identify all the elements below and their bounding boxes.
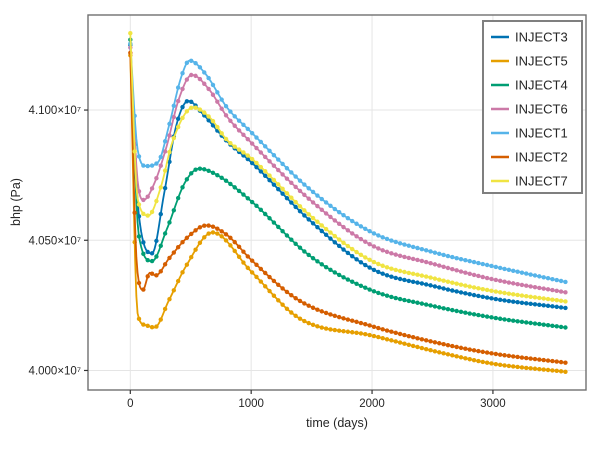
legend-label: INJECT7 [515, 174, 568, 189]
legend-label: INJECT3 [515, 30, 568, 45]
series-INJECT1 [128, 41, 568, 285]
legend-item-INJECT3: INJECT3 [491, 30, 568, 45]
legend-label: INJECT2 [515, 150, 568, 165]
y-axis-label: bhp (Pa) [9, 178, 23, 226]
series-markers-INJECT6 [128, 45, 568, 295]
series-markers-INJECT4 [128, 37, 568, 330]
legend: INJECT3 INJECT5 INJECT4 INJECT6 INJECT1 INJEC… [482, 20, 583, 194]
legend-item-INJECT1: INJECT1 [491, 126, 568, 141]
legend-box [482, 20, 583, 194]
legend-item-INJECT5: INJECT5 [491, 54, 568, 69]
y-tick-label: 4.050×10⁷ [29, 235, 81, 247]
tick-labels: 0 1000 2000 3000 4.000×10⁷ 4.050×10⁷ 4.100×10⁷ [29, 105, 506, 410]
x-tick-label: 1000 [238, 398, 264, 410]
x-axis-label: time (days) [306, 416, 368, 430]
series-INJECT2 [128, 50, 568, 365]
x-tick-label: 0 [127, 398, 133, 410]
series-group [128, 31, 568, 374]
legend-label: INJECT4 [515, 78, 568, 93]
y-tick-label: 4.100×10⁷ [29, 105, 81, 117]
series-markers-INJECT7 [128, 31, 568, 304]
tick-marks [84, 109, 494, 394]
x-tick-label: 3000 [480, 398, 506, 410]
series-INJECT7 [128, 31, 568, 304]
legend-label: INJECT6 [515, 102, 568, 117]
y-tick-label: 4.000×10⁷ [29, 365, 81, 377]
legend-label: INJECT1 [515, 126, 568, 141]
legend-item-INJECT4: INJECT4 [491, 78, 568, 93]
series-markers-INJECT1 [128, 41, 568, 285]
legend-label: INJECT5 [515, 54, 568, 69]
series-INJECT4 [128, 37, 568, 330]
x-tick-label: 2000 [359, 398, 385, 410]
series-markers-INJECT2 [128, 50, 568, 365]
legend-item-INJECT2: INJECT2 [491, 150, 568, 165]
legend-item-INJECT7: INJECT7 [491, 174, 568, 189]
series-INJECT6 [128, 45, 568, 295]
plot-frame [87, 14, 587, 391]
legend-item-INJECT6: INJECT6 [491, 102, 568, 117]
